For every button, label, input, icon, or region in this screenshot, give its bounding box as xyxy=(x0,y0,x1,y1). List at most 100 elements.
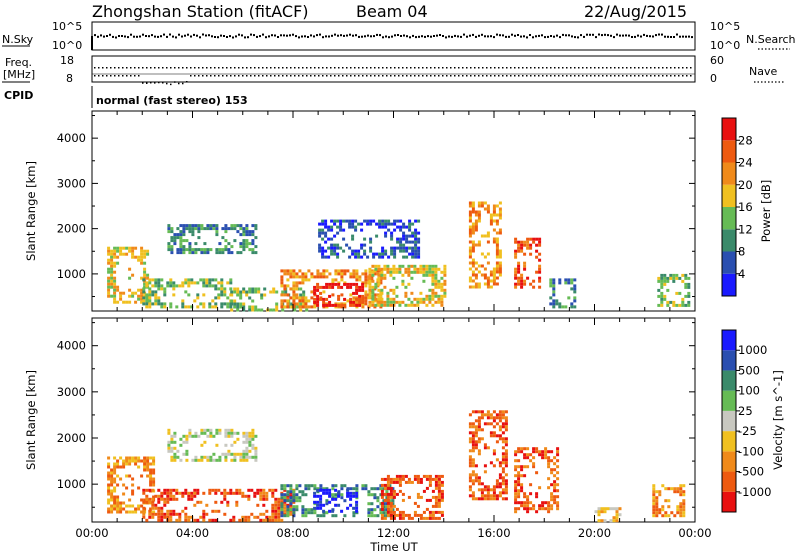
power-cell xyxy=(364,275,368,279)
power-cell xyxy=(416,297,420,301)
power-cell xyxy=(351,249,355,253)
velocity-cell xyxy=(376,496,380,500)
power-ytick-label: 4000 xyxy=(57,131,86,145)
power-cell xyxy=(254,227,258,231)
power-cell xyxy=(215,233,219,237)
velocity-cell xyxy=(547,450,551,454)
nsky-point xyxy=(133,35,135,38)
velocity-cell xyxy=(504,419,508,423)
velocity-cell xyxy=(517,495,521,499)
velocity-cell xyxy=(172,494,176,498)
velocity-cell xyxy=(242,458,246,462)
power-cell xyxy=(392,267,396,271)
power-cell xyxy=(666,276,670,280)
nsky-point xyxy=(502,34,504,37)
velocity-cell xyxy=(160,506,164,510)
power-cell xyxy=(443,291,447,295)
power-cell xyxy=(349,303,353,307)
power-cell xyxy=(480,264,484,268)
power-cell xyxy=(428,264,432,268)
velocity-cell xyxy=(471,431,475,435)
velocity-cell xyxy=(310,511,314,515)
power-cell xyxy=(498,228,502,232)
power-cell xyxy=(468,219,472,223)
power-cell xyxy=(122,252,126,256)
power-cell xyxy=(316,275,320,279)
velocity-cell xyxy=(667,499,671,503)
power-cell xyxy=(143,261,147,265)
velocity-cell xyxy=(236,437,240,441)
power-cell xyxy=(364,290,368,294)
date-label: 22/Aug/2015 xyxy=(584,2,687,21)
velocity-cell xyxy=(401,498,405,502)
velocity-cell xyxy=(471,443,475,447)
velocity-cell xyxy=(232,518,236,522)
power-cell xyxy=(378,222,382,226)
power-cell xyxy=(398,267,402,271)
velocity-cell xyxy=(166,488,170,492)
power-cell xyxy=(226,305,230,309)
velocity-cell xyxy=(498,464,502,468)
freq-point xyxy=(622,75,624,77)
power-cell xyxy=(417,246,421,250)
power-cell xyxy=(202,305,206,309)
velocity-colorbar-band xyxy=(722,451,736,472)
nsky-point xyxy=(202,33,204,36)
velocity-cell xyxy=(134,456,138,460)
velocity-cell xyxy=(319,484,323,488)
velocity-cell xyxy=(468,437,472,441)
velocity-cell xyxy=(667,505,671,509)
power-cell xyxy=(292,302,296,306)
velocity-cell xyxy=(206,428,210,432)
velocity-cell xyxy=(386,501,390,505)
power-cell xyxy=(378,255,382,259)
velocity-cell xyxy=(137,456,141,460)
power-cell xyxy=(477,264,481,268)
freq-point xyxy=(238,75,240,77)
nsky-point xyxy=(562,33,564,36)
velocity-cell xyxy=(386,507,390,511)
velocity-cell xyxy=(167,440,171,444)
power-cell xyxy=(535,270,539,274)
power-cell xyxy=(492,282,496,286)
velocity-cell xyxy=(283,484,287,488)
nsky-point xyxy=(304,35,306,38)
power-cell xyxy=(538,267,542,271)
nave-point xyxy=(646,67,648,69)
nsky-point xyxy=(175,36,177,39)
velocity-cell xyxy=(352,511,356,515)
velocity-cell xyxy=(331,497,335,501)
power-cell xyxy=(236,302,240,306)
power-data-layer xyxy=(107,201,691,312)
power-cell xyxy=(239,296,243,300)
power-cell xyxy=(440,303,444,307)
power-cell xyxy=(407,273,411,277)
velocity-cell xyxy=(538,504,542,508)
power-cell xyxy=(328,303,332,307)
velocity-cell xyxy=(349,497,353,501)
power-cell xyxy=(514,273,518,277)
nsky-point xyxy=(547,35,549,38)
velocity-cell xyxy=(492,491,496,495)
power-cell xyxy=(260,293,264,297)
power-cell xyxy=(286,302,290,306)
velocity-cell xyxy=(504,479,508,483)
power-cell xyxy=(292,281,296,285)
nave-point xyxy=(546,67,548,69)
nsky-point xyxy=(145,35,147,37)
freq-point xyxy=(678,75,680,77)
velocity-cell xyxy=(242,440,246,444)
nave-point xyxy=(382,67,384,69)
velocity-cell xyxy=(471,446,475,450)
velocity-cell xyxy=(230,428,234,432)
power-cell xyxy=(280,269,284,273)
power-cell xyxy=(140,249,144,253)
velocity-cell xyxy=(280,505,284,509)
power-cell xyxy=(538,279,542,283)
power-cell xyxy=(230,251,234,255)
nsky-point xyxy=(391,35,393,38)
velocity-cell xyxy=(501,437,505,441)
velocity-cell xyxy=(292,514,296,518)
velocity-cell xyxy=(212,458,216,462)
power-cell xyxy=(684,282,688,286)
